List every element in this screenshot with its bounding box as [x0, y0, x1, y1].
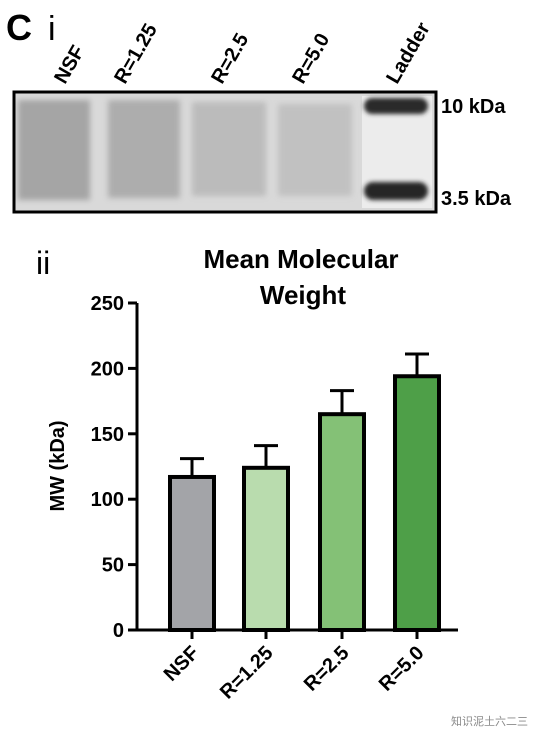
- marker-label-10kda: 10 kDa: [441, 96, 506, 118]
- ladder-band-3-5kda: [364, 182, 428, 200]
- lane-label-r125: R=1.25: [110, 20, 162, 87]
- lane-label-r25: R=2.5: [207, 30, 253, 88]
- gel-lane-labels: NSF R=1.25 R=2.5 R=5.0 Ladder: [50, 19, 435, 88]
- gel-lane-r125: [108, 100, 180, 198]
- chart-title-line-2: Weight: [260, 280, 347, 310]
- x-tick-label-r50: R=5.0: [375, 642, 429, 696]
- gel-lane-r50: [278, 104, 352, 196]
- gel-lane-r25: [192, 102, 266, 196]
- panel-letter: C: [6, 7, 32, 48]
- x-tick-label-r25: R=2.5: [300, 642, 354, 696]
- bar-chart: 0 50 100 150 200 250 NSF R=1.25 R=2.5 R=5.0: [91, 293, 458, 704]
- y-tick-label-0: 0: [113, 620, 124, 642]
- y-axis-label: MW (kDa): [47, 420, 69, 511]
- y-tick-label-50: 50: [102, 555, 124, 577]
- bar-r50: [393, 374, 441, 632]
- marker-label-3-5kda: 3.5 kDa: [441, 188, 512, 210]
- chart-title-line-1: Mean Molecular: [203, 244, 398, 274]
- lane-label-r50: R=5.0: [288, 30, 334, 88]
- y-tick-label-200: 200: [91, 358, 124, 380]
- y-tick-label-250: 250: [91, 293, 124, 315]
- gel-lane-nsf: [18, 100, 90, 200]
- lane-label-nsf: NSF: [50, 42, 89, 88]
- bar-r25: [318, 412, 366, 632]
- x-tick-label-nsf: NSF: [160, 642, 204, 686]
- x-tick-label-r125: R=1.25: [216, 642, 278, 704]
- chart-sublabel: ii: [36, 245, 50, 281]
- y-tick-label-100: 100: [91, 489, 124, 511]
- y-tick-label-150: 150: [91, 424, 124, 446]
- ladder-band-10kda: [364, 98, 428, 114]
- gel-sublabel: i: [48, 10, 56, 48]
- watermark: 知识泥土六二三: [451, 714, 528, 728]
- bar-r125: [242, 465, 290, 633]
- bar-nsf: [168, 474, 216, 632]
- gel-frame: [12, 90, 438, 214]
- lane-label-ladder: Ladder: [382, 19, 435, 88]
- gel-image: [12, 90, 438, 214]
